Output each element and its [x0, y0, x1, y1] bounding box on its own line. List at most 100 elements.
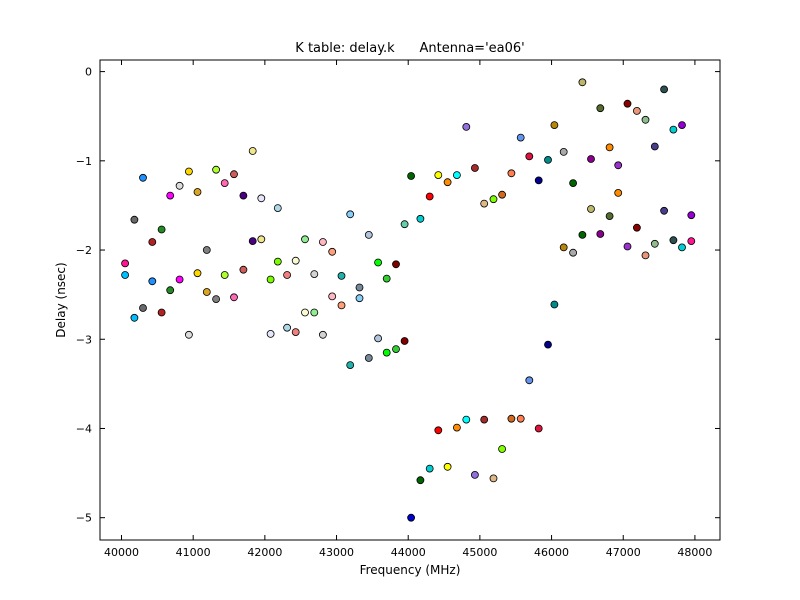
data-point [678, 243, 686, 252]
y-tick-label: −1 [76, 155, 92, 168]
data-point [184, 330, 193, 339]
data-point [257, 194, 266, 203]
data-point [148, 277, 157, 286]
data-point [578, 230, 587, 239]
data-point [364, 230, 373, 239]
plot-area [121, 78, 696, 522]
data-point [202, 246, 211, 254]
data-point [559, 243, 568, 252]
data-point [462, 415, 471, 424]
data-point [498, 445, 507, 453]
data-point [641, 115, 650, 124]
data-point [257, 235, 266, 244]
data-point [346, 361, 355, 370]
data-point [121, 259, 129, 268]
data-point [400, 337, 409, 345]
data-point [525, 376, 534, 385]
data-point [175, 181, 184, 190]
data-point [248, 147, 257, 155]
data-point [148, 238, 157, 246]
data-point [166, 191, 175, 200]
data-point [507, 169, 516, 178]
data-point [614, 161, 623, 170]
x-tick-label: 46000 [534, 546, 569, 559]
data-point [498, 190, 507, 199]
data-point [382, 274, 391, 283]
data-point [633, 107, 641, 115]
data-point [407, 513, 416, 522]
data-point [596, 104, 605, 113]
data-point [310, 308, 319, 317]
data-point [310, 270, 319, 279]
data-point [400, 220, 409, 229]
y-tick-label: 0 [85, 66, 92, 79]
data-point [212, 165, 221, 174]
data-point [489, 195, 498, 204]
data-point [650, 142, 659, 151]
data-point [605, 212, 614, 221]
data-point [534, 424, 543, 433]
data-point [569, 179, 577, 188]
data-point [392, 260, 400, 269]
data-point [596, 230, 605, 238]
data-point [318, 330, 327, 339]
data-point [480, 415, 489, 424]
data-point [157, 225, 166, 234]
data-point [273, 257, 282, 266]
data-point [462, 123, 471, 131]
data-point [578, 78, 587, 87]
y-axis-label: Delay (nsec) [54, 262, 68, 337]
data-point [559, 147, 568, 156]
x-axis-label: Frequency (MHz) [360, 563, 461, 577]
data-point [516, 414, 525, 423]
data-point [283, 323, 292, 332]
chart-title: K table: delay.k Antenna='ea06' [295, 41, 524, 56]
data-point [407, 172, 416, 180]
data-point [660, 206, 668, 215]
data-point [587, 155, 595, 163]
data-point [443, 462, 452, 471]
data-point [687, 211, 696, 220]
x-tick-label: 45000 [462, 546, 497, 559]
data-point [650, 239, 659, 248]
data-point [633, 223, 641, 232]
data-point [220, 179, 229, 188]
data-point [328, 247, 337, 256]
data-point [480, 199, 489, 208]
x-tick-label: 44000 [391, 546, 426, 559]
data-point [534, 176, 543, 185]
data-point [452, 423, 461, 432]
data-point [220, 271, 229, 279]
data-point [544, 340, 552, 349]
data-point [425, 464, 434, 473]
data-point [355, 283, 364, 292]
data-point [346, 210, 355, 219]
data-point [139, 173, 147, 182]
data-point [623, 242, 632, 251]
data-point [605, 143, 614, 152]
data-point [139, 304, 147, 312]
data-point [193, 188, 202, 196]
data-point [434, 171, 443, 180]
data-point [301, 235, 309, 244]
data-point [337, 301, 346, 310]
data-point [202, 288, 211, 296]
data-point [470, 164, 479, 172]
data-point [212, 295, 221, 304]
data-point [318, 238, 327, 246]
data-point [337, 271, 346, 280]
data-point [392, 345, 400, 354]
data-point [569, 248, 577, 257]
data-point [283, 271, 292, 279]
data-point [291, 256, 300, 265]
data-point [157, 308, 166, 317]
data-point [184, 167, 193, 176]
data-point [614, 188, 623, 197]
data-point [587, 205, 595, 213]
data-point [230, 170, 238, 179]
data-point [273, 204, 282, 213]
y-tick-label: −4 [76, 422, 92, 435]
x-tick-label: 48000 [677, 546, 712, 559]
data-point [678, 121, 686, 129]
